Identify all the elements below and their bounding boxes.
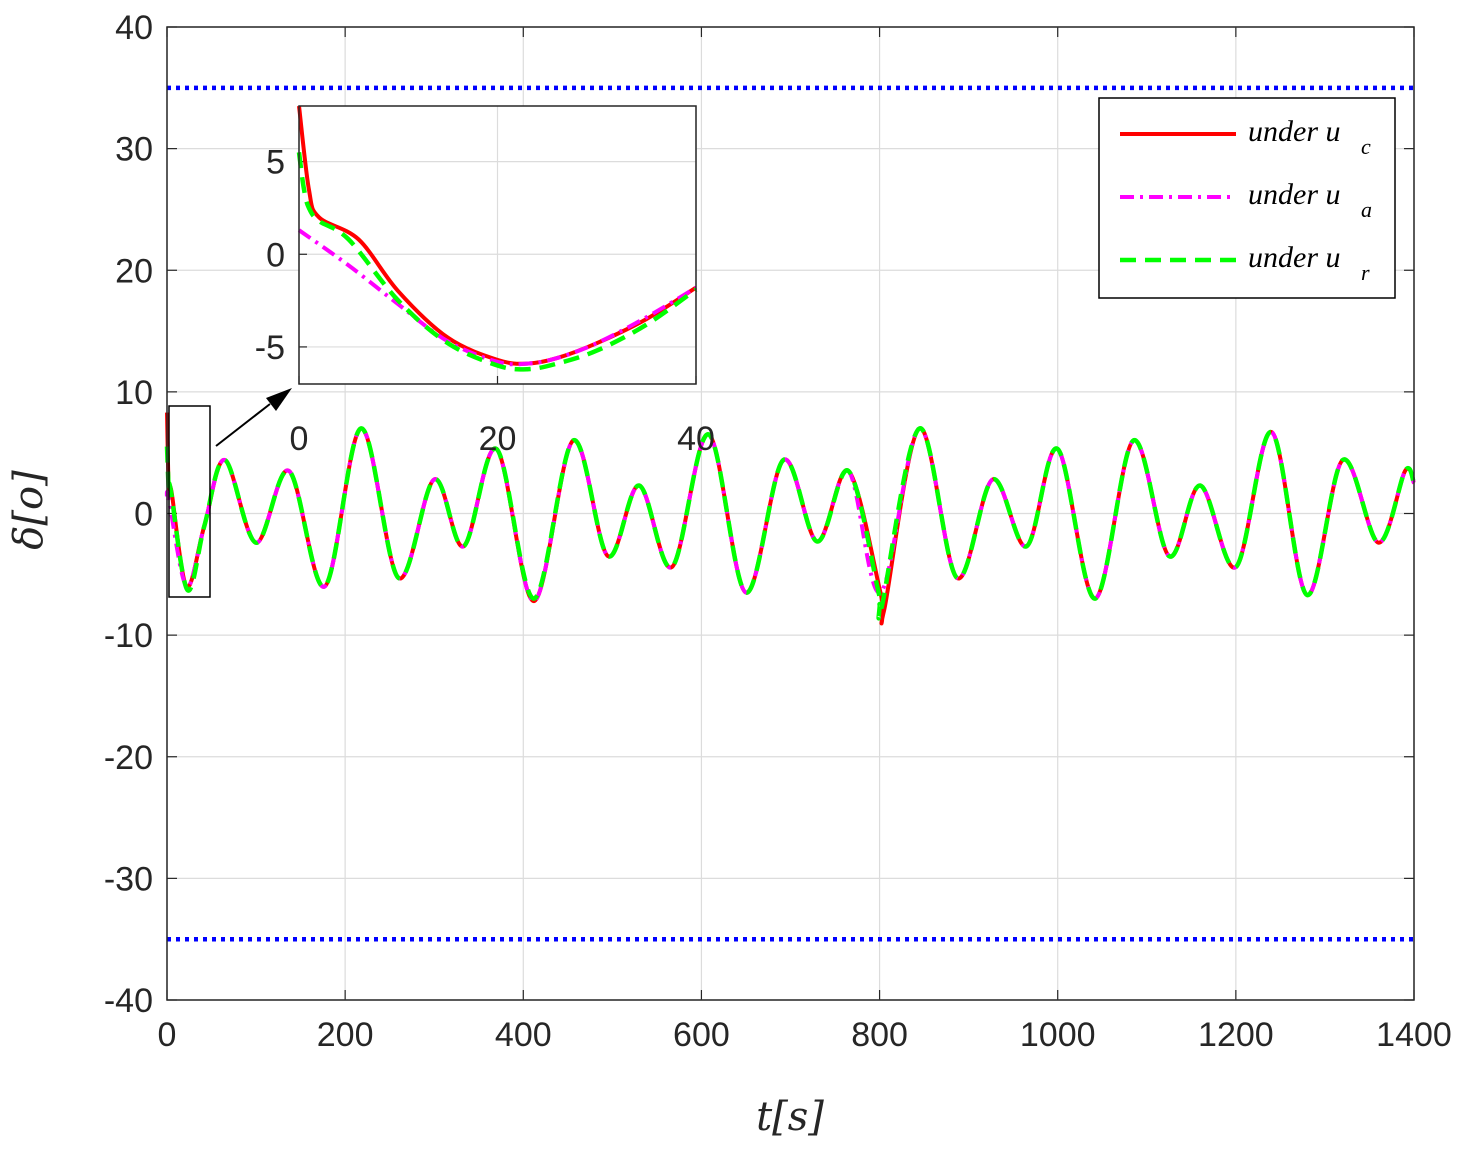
legend-label: under u xyxy=(1248,241,1341,274)
inset-y-tick-label: 5 xyxy=(266,144,285,182)
legend: under u c under u a under u r xyxy=(1098,97,1396,299)
legend-label-subscript: c xyxy=(1361,134,1371,159)
legend-label-subscript: a xyxy=(1361,197,1372,222)
inset-tick-labels: 0 20 40 5 0 -5 xyxy=(255,144,715,458)
inset-series-line-ur xyxy=(296,152,698,372)
main-tick-labels: 0 200 400 600 800 1000 1200 1400403020100-10-20… xyxy=(104,9,1452,1054)
y-tick-label: 40 xyxy=(115,9,153,47)
y-tick-label: 0 xyxy=(134,496,153,534)
x-tick-label: 800 xyxy=(851,1016,908,1054)
series-line-ur xyxy=(164,426,1417,621)
legend-label-subscript: r xyxy=(1361,260,1370,285)
inset-series-line-ua xyxy=(297,228,698,367)
main-plot-area xyxy=(164,85,1417,942)
legend-label: under u xyxy=(1248,178,1341,211)
inset-axes-box xyxy=(298,105,697,385)
zoom-region-box xyxy=(168,405,211,598)
series-line-ua xyxy=(164,426,1416,604)
legend-items: under u c under u a under u r xyxy=(1120,115,1372,285)
main-axes-box xyxy=(166,26,1415,1001)
inset-x-tick-label: 40 xyxy=(677,420,715,458)
inset-x-tick-label: 20 xyxy=(479,420,517,458)
x-tick-label: 200 xyxy=(317,1016,374,1054)
inset-plot-area xyxy=(296,105,698,372)
zoom-arrow-line xyxy=(215,403,271,447)
legend-box xyxy=(1098,97,1396,299)
x-tick-label: 0 xyxy=(158,1016,177,1054)
y-axis-label: δ[o] xyxy=(6,470,52,550)
inset-series-line-uc xyxy=(297,105,698,366)
y-tick-label: 10 xyxy=(115,374,153,412)
zoom-arrow-head xyxy=(266,388,292,411)
x-tick-label: 400 xyxy=(495,1016,552,1054)
x-tick-label: 600 xyxy=(673,1016,730,1054)
y-tick-label: 30 xyxy=(115,131,153,169)
y-tick-label: -30 xyxy=(104,860,153,898)
y-tick-label: -40 xyxy=(104,982,153,1020)
inset-y-tick-label: 0 xyxy=(266,236,285,274)
x-tick-label: 1400 xyxy=(1376,1016,1452,1054)
y-tick-label: 20 xyxy=(115,252,153,290)
inset-x-tick-label: 0 xyxy=(290,420,309,458)
y-tick-label: -20 xyxy=(104,739,153,777)
x-axis-label: t[s] xyxy=(756,1094,824,1140)
x-tick-label: 1000 xyxy=(1020,1016,1096,1054)
inset-y-tick-label: -5 xyxy=(255,329,285,367)
y-tick-label: -10 xyxy=(104,617,153,655)
x-tick-label: 1200 xyxy=(1198,1016,1274,1054)
legend-label: under u xyxy=(1248,115,1341,148)
